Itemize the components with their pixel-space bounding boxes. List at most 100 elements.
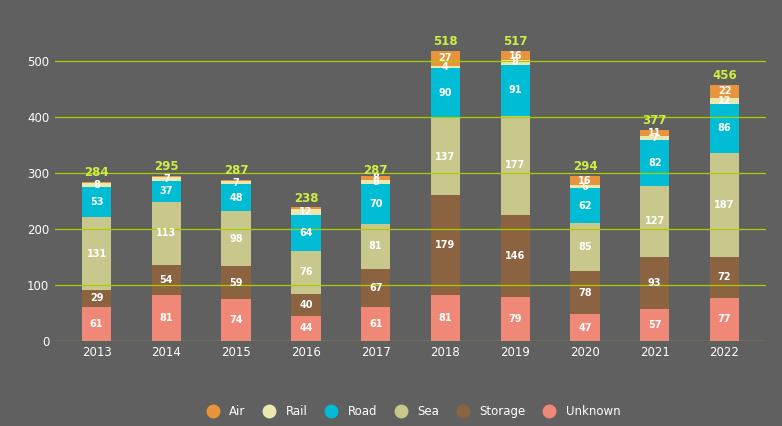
Text: 40: 40 bbox=[300, 300, 313, 310]
Bar bbox=[570, 223, 600, 271]
Bar bbox=[500, 51, 530, 60]
Text: 62: 62 bbox=[578, 201, 592, 211]
Bar bbox=[221, 184, 251, 211]
Bar bbox=[361, 224, 390, 269]
Text: 22: 22 bbox=[718, 86, 731, 96]
Text: 53: 53 bbox=[90, 197, 103, 207]
Bar bbox=[82, 291, 111, 307]
Text: 11: 11 bbox=[648, 128, 662, 138]
Text: 76: 76 bbox=[300, 268, 313, 277]
Bar bbox=[82, 181, 111, 183]
Bar bbox=[431, 51, 460, 66]
Bar bbox=[431, 118, 460, 195]
Text: 78: 78 bbox=[578, 288, 592, 298]
Text: 57: 57 bbox=[648, 320, 662, 330]
Text: 64: 64 bbox=[300, 228, 313, 238]
Text: 131: 131 bbox=[87, 249, 106, 259]
Text: 456: 456 bbox=[712, 69, 737, 83]
Bar bbox=[710, 98, 739, 104]
Text: 70: 70 bbox=[369, 199, 382, 209]
Text: 91: 91 bbox=[508, 85, 522, 95]
Bar bbox=[570, 176, 600, 185]
Text: 295: 295 bbox=[154, 160, 178, 173]
Text: 61: 61 bbox=[90, 319, 103, 329]
Text: 37: 37 bbox=[160, 187, 173, 196]
Bar bbox=[291, 207, 321, 209]
Bar bbox=[500, 215, 530, 296]
Bar bbox=[710, 104, 739, 153]
Bar bbox=[291, 215, 321, 251]
Text: 179: 179 bbox=[436, 240, 456, 250]
Text: 54: 54 bbox=[160, 275, 173, 285]
Bar bbox=[500, 60, 530, 65]
Bar bbox=[152, 176, 181, 177]
Bar bbox=[431, 68, 460, 118]
Text: 12: 12 bbox=[300, 207, 313, 217]
Bar bbox=[152, 177, 181, 181]
Bar bbox=[291, 316, 321, 341]
Text: 8: 8 bbox=[372, 173, 379, 183]
Text: 7: 7 bbox=[163, 174, 170, 184]
Text: 98: 98 bbox=[229, 234, 243, 244]
Text: 284: 284 bbox=[84, 166, 109, 179]
Bar bbox=[221, 180, 251, 181]
Text: 12: 12 bbox=[718, 96, 731, 106]
Text: 146: 146 bbox=[505, 250, 526, 261]
Text: 287: 287 bbox=[364, 164, 388, 177]
Bar bbox=[640, 309, 669, 341]
Bar bbox=[82, 217, 111, 291]
Bar bbox=[361, 180, 390, 184]
Bar bbox=[431, 66, 460, 68]
Text: 517: 517 bbox=[503, 35, 527, 48]
Bar bbox=[640, 257, 669, 309]
Text: 61: 61 bbox=[369, 319, 382, 329]
Text: 8: 8 bbox=[372, 177, 379, 187]
Text: 8: 8 bbox=[511, 58, 518, 67]
Text: 81: 81 bbox=[160, 313, 173, 323]
Bar bbox=[82, 187, 111, 217]
Text: 8: 8 bbox=[93, 180, 100, 190]
Text: 82: 82 bbox=[648, 158, 662, 167]
Bar bbox=[570, 185, 600, 188]
Bar bbox=[431, 295, 460, 341]
Bar bbox=[640, 130, 669, 136]
Text: 79: 79 bbox=[508, 314, 522, 324]
Text: 67: 67 bbox=[369, 283, 382, 293]
Bar bbox=[291, 209, 321, 215]
Legend: Air, Rail, Road, Sea, Storage, Unknown: Air, Rail, Road, Sea, Storage, Unknown bbox=[197, 402, 624, 422]
Text: 86: 86 bbox=[718, 124, 731, 133]
Bar bbox=[570, 271, 600, 314]
Text: 137: 137 bbox=[436, 152, 456, 162]
Bar bbox=[710, 153, 739, 257]
Bar bbox=[500, 115, 530, 215]
Text: 74: 74 bbox=[229, 315, 243, 325]
Text: 81: 81 bbox=[439, 313, 452, 323]
Text: 44: 44 bbox=[300, 323, 313, 334]
Text: 81: 81 bbox=[369, 242, 382, 251]
Text: 47: 47 bbox=[578, 322, 592, 333]
Bar bbox=[221, 181, 251, 184]
Bar bbox=[152, 202, 181, 265]
Text: 127: 127 bbox=[644, 216, 665, 226]
Text: 518: 518 bbox=[433, 35, 457, 48]
Bar bbox=[361, 307, 390, 341]
Bar bbox=[570, 314, 600, 341]
Bar bbox=[500, 296, 530, 341]
Bar bbox=[361, 269, 390, 307]
Bar bbox=[640, 186, 669, 257]
Text: 238: 238 bbox=[294, 192, 318, 204]
Bar bbox=[82, 183, 111, 187]
Text: 4: 4 bbox=[442, 62, 449, 72]
Bar bbox=[500, 65, 530, 115]
Text: 59: 59 bbox=[229, 278, 243, 288]
Text: 77: 77 bbox=[718, 314, 731, 324]
Bar bbox=[152, 265, 181, 295]
Text: 72: 72 bbox=[718, 273, 731, 282]
Bar bbox=[361, 176, 390, 180]
Text: 6: 6 bbox=[582, 182, 588, 192]
Text: 16: 16 bbox=[578, 176, 592, 186]
Text: 287: 287 bbox=[224, 164, 249, 177]
Text: 294: 294 bbox=[572, 160, 597, 173]
Bar bbox=[152, 181, 181, 202]
Bar bbox=[570, 188, 600, 223]
